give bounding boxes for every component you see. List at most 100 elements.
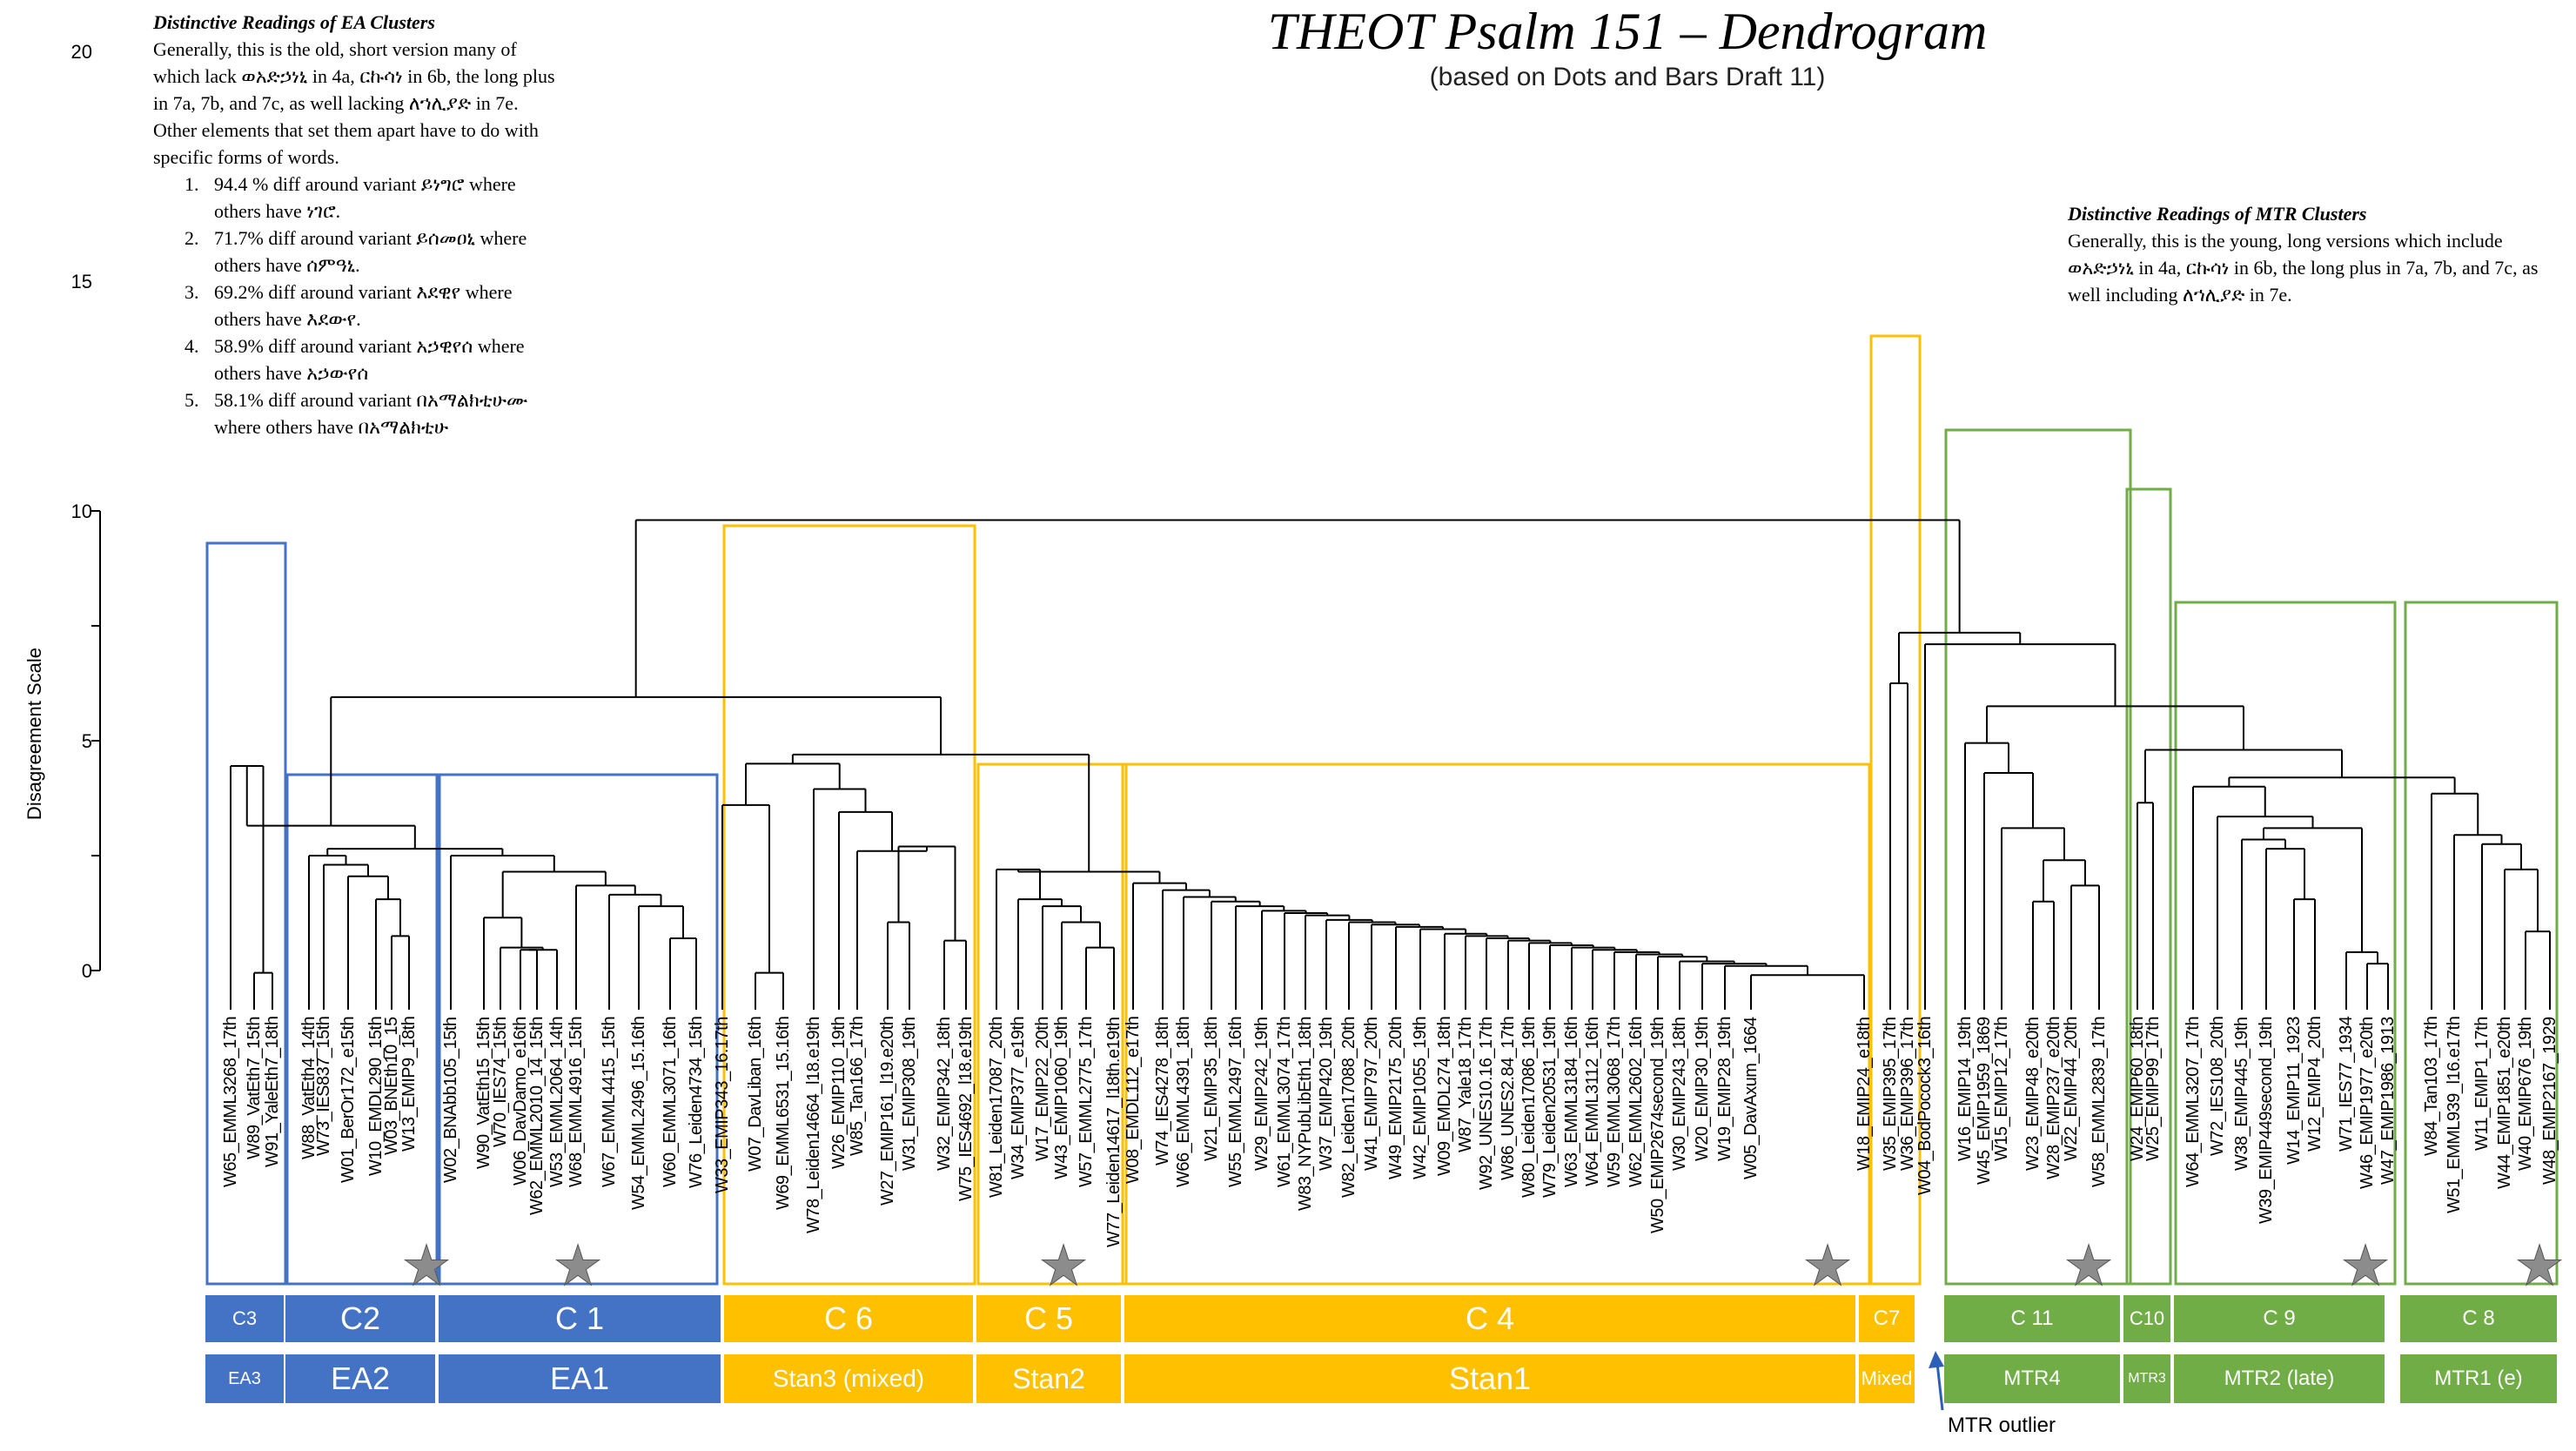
leaf-label: W12_EMIP4_20th	[2305, 1016, 2324, 1152]
leaf-label: W83_NYPubLibEth1_18th	[1296, 1017, 1315, 1211]
y-tick-label: 10	[70, 500, 92, 522]
mtr-notes-intro: Generally, this is the young, long versi…	[2068, 230, 2539, 306]
leaf-label: W57_EMML2775_17th	[1077, 1016, 1096, 1187]
cluster-boxes	[205, 334, 2559, 1286]
cluster-group-label: MTR4	[1944, 1354, 2120, 1403]
leaf-label: W19_EMIP28_19th	[1715, 1017, 1734, 1161]
leaf-label: W89_VatEth7_15th	[245, 1017, 264, 1159]
leaf-label: W37_EMIP420_19th	[1317, 1017, 1336, 1171]
leaf-label: W91_YaleEth7_18th	[263, 1016, 282, 1167]
cluster-box	[976, 762, 1128, 1286]
leaf-label: W78_Leiden14664_l18.e19th	[804, 1017, 823, 1233]
leaf-label: W23_EMIP48_e20th	[2023, 1017, 2043, 1171]
cluster-box	[205, 541, 287, 1286]
leaf-label: W84_Tan103_17th	[2422, 1016, 2441, 1156]
leaf-label: W13_EMIP9_18th	[399, 1016, 419, 1152]
star-icon: ★	[2340, 1234, 2391, 1297]
leaf-label: W67_EMML4415_15th	[600, 1016, 619, 1187]
leaf-label: W60_EMML3071_16th	[661, 1016, 680, 1187]
ea-notes-heading: Distinctive Readings of EA Clusters	[153, 11, 435, 33]
leaf-label: W51_EMML939_l16.e17th	[2445, 1016, 2464, 1213]
cluster-group-label: EA1	[439, 1354, 721, 1403]
ea-notes: Distinctive Readings of EA Clusters Gene…	[153, 9, 562, 440]
leaf-label: W63_EMML3184_16th	[1562, 1016, 1581, 1187]
leaf-label: W81_Leiden17087_20th	[987, 1017, 1006, 1198]
chart-subtitle: (based on Dots and Bars Draft 11)	[1429, 63, 1826, 91]
leaf-label: W39_EMIP449second_19th	[2257, 1016, 2276, 1224]
cluster-group-label: Stan2	[976, 1354, 1121, 1403]
leaf-label: W59_EMML3068_17th	[1605, 1016, 1624, 1187]
leaf-label: W35_EMIP395_17th	[1881, 1017, 1900, 1171]
leaf-label: W08_EMDL112_e17th	[1124, 1016, 1143, 1184]
ea-notes-intro: Generally, this is the old, short versio…	[153, 38, 555, 168]
leaf-label: W16_EMIP14_19th	[1955, 1017, 1975, 1161]
cluster-box	[285, 773, 441, 1286]
leaf-label: W06_DavDamo_e16th	[511, 1017, 530, 1186]
leaf-label: W14_EMIP11_1923	[2284, 1016, 2304, 1165]
star-icon: ★	[401, 1234, 452, 1297]
leaf-label: W68_EMML4916_15th	[567, 1016, 586, 1187]
cluster-box	[435, 773, 719, 1286]
cluster-label: C7	[1859, 1295, 1915, 1342]
leaf-label: W77_Leiden14617_l18th.e19th	[1104, 1017, 1124, 1247]
y-tick-label: 15	[70, 271, 92, 292]
leaf-label: W71_IES77_1934	[2337, 1016, 2356, 1152]
leaf-label: W31_EMIP308_19th	[900, 1017, 919, 1171]
leaf-label: W76_Leiden4734_15th	[687, 1016, 706, 1188]
cluster-group-label: MTR3	[2123, 1354, 2170, 1403]
leaf-label: W80_Leiden17086_19th	[1519, 1017, 1539, 1198]
leaf-label: W09_EMDL274_18th	[1435, 1016, 1454, 1176]
cluster-label: C2	[285, 1295, 435, 1342]
y-axis-title: Disagreement Scale	[23, 647, 45, 821]
ea-notes-list: 94.4 % diff around variant ይነግሮ where ot…	[153, 171, 562, 440]
star-icon: ★	[1038, 1234, 1089, 1297]
cluster-box	[2404, 601, 2559, 1286]
cluster-group-label: MTR2 (late)	[2174, 1354, 2385, 1403]
outlier-arrow	[1929, 1351, 1944, 1411]
leaf-label: W61_EMML3074_17th	[1275, 1016, 1294, 1187]
leaf-label: W90_VatEth15_15th	[474, 1017, 493, 1169]
cluster-label: C 8	[2400, 1295, 2557, 1342]
cluster-label: C 4	[1124, 1295, 1855, 1342]
outlier-arrow-head	[1929, 1351, 1944, 1368]
cluster-label: C 9	[2174, 1295, 2385, 1342]
leaf-label: W32_EMIP342_18th	[935, 1017, 954, 1171]
leaf-label: W54_EMML2496_15.16th	[629, 1016, 648, 1210]
leaf-label: W49_EMIP2175_20th	[1386, 1016, 1405, 1179]
leaf-label: W04_BodPocock3_16th	[1915, 1016, 1935, 1195]
leaf-label: W02_BNAbb105_15th	[441, 1017, 460, 1183]
cluster-label: C 5	[976, 1295, 1121, 1342]
leaf-label: W62_EMML2010_14_15th	[527, 1017, 547, 1215]
leaf-label: W79_Leiden20531_19th	[1540, 1017, 1560, 1198]
cluster-box	[1944, 428, 2132, 1286]
leaf-label: W87_Yale18_17th	[1456, 1017, 1475, 1152]
leaf-label: W27_EMIP161_l19.e20th	[878, 1016, 897, 1206]
leaf-label: W03_BNEth10_15	[382, 1017, 401, 1155]
leaf-label: W44_EMIP1851_e20th	[2495, 1017, 2514, 1189]
leaf-label: W43_EMIP1060_19th	[1052, 1016, 1071, 1179]
leaf-label: W11_EMIP1_17th	[2472, 1017, 2492, 1151]
dendrogram-tree	[230, 519, 2551, 1010]
leaf-label: W33_EMIP343_16.17th	[713, 1017, 732, 1193]
leaf-label: W25_EMIP99_17th	[2143, 1017, 2163, 1161]
cluster-group-label: Stan1	[1124, 1354, 1855, 1403]
chart-title: THEOT Psalm 151 – Dendrogram	[1267, 3, 1988, 60]
leaf-label: W82_Leiden17088_20th	[1339, 1017, 1358, 1198]
leaf-label: W86_UNES2.84_17th	[1499, 1016, 1518, 1180]
leaf-label: W42_EMIP1055_19th	[1411, 1016, 1430, 1179]
ea-note-item: 69.2% diff around variant እደዊየ where oth…	[204, 279, 562, 333]
leaf-label: W38_EMIP445_19th	[2232, 1017, 2251, 1171]
leaf-label: W07_DavLiban_16th	[746, 1016, 765, 1172]
leaf-label: W40_EMIP676_19th	[2516, 1017, 2535, 1171]
leaf-label: W47_EMIP1986_1913	[2378, 1017, 2398, 1185]
cluster-group-label: MTR1 (e)	[2400, 1354, 2557, 1403]
leaf-label: W29_EMIP242_19th	[1252, 1017, 1271, 1171]
mtr-notes-heading: Distinctive Readings of MTR Clusters	[2068, 203, 2367, 225]
star-icon: ★	[553, 1234, 603, 1297]
y-tick-label: 0	[81, 960, 92, 982]
outlier-label: MTR outlier	[1948, 1414, 2056, 1437]
cluster-box	[1121, 762, 1871, 1286]
leaf-label: W62_EMML2602_16th	[1627, 1016, 1646, 1187]
leaf-label: W74_IES4278_18th	[1153, 1016, 1172, 1166]
